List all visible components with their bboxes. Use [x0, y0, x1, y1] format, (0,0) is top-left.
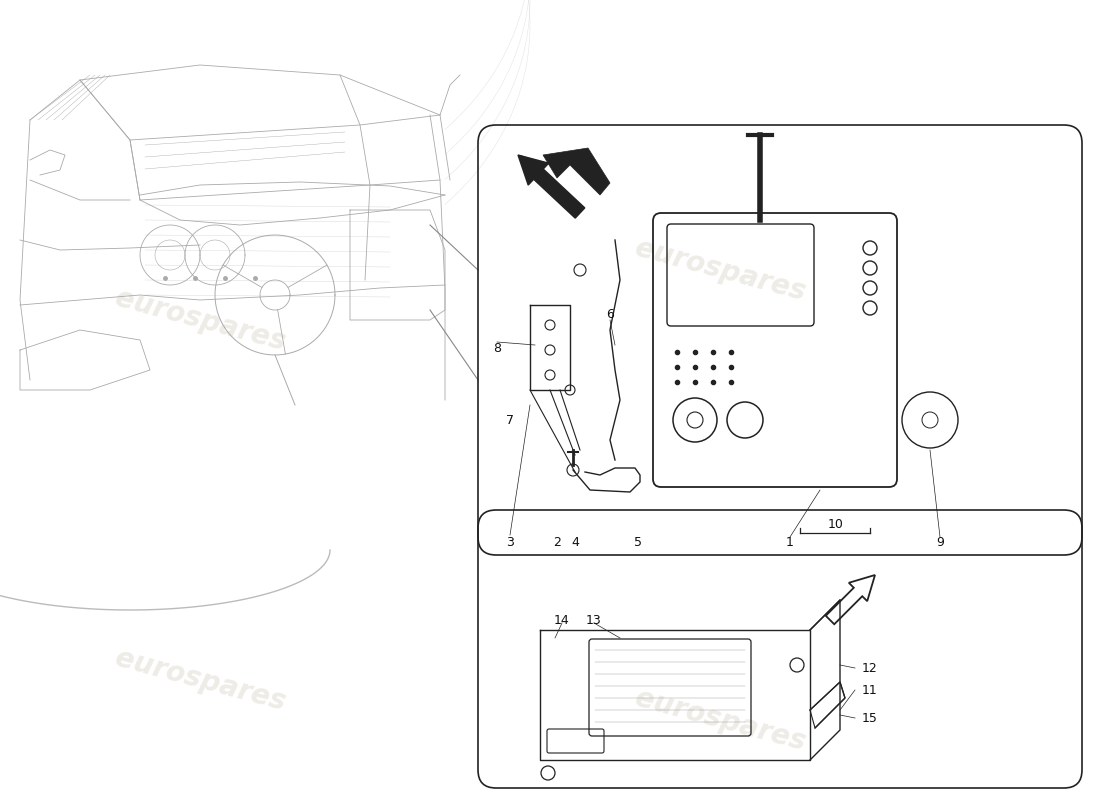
Text: 8: 8 [493, 342, 500, 354]
Text: 12: 12 [862, 662, 878, 674]
Polygon shape [543, 148, 610, 195]
Text: 14: 14 [554, 614, 570, 626]
FancyArrow shape [518, 155, 585, 218]
Text: eurospares: eurospares [631, 684, 808, 756]
Text: 4: 4 [571, 537, 579, 550]
Text: 6: 6 [606, 309, 614, 322]
Text: eurospares: eurospares [631, 234, 808, 306]
Text: 2: 2 [553, 537, 561, 550]
Text: 3: 3 [506, 537, 514, 550]
Text: 10: 10 [828, 518, 844, 531]
Text: 1: 1 [786, 537, 794, 550]
Text: 7: 7 [506, 414, 514, 426]
Text: 15: 15 [862, 711, 878, 725]
Text: 13: 13 [586, 614, 602, 626]
Text: 11: 11 [862, 683, 878, 697]
Text: eurospares: eurospares [111, 644, 288, 716]
Text: 9: 9 [936, 537, 944, 550]
Text: 5: 5 [634, 537, 642, 550]
Text: eurospares: eurospares [111, 284, 288, 356]
